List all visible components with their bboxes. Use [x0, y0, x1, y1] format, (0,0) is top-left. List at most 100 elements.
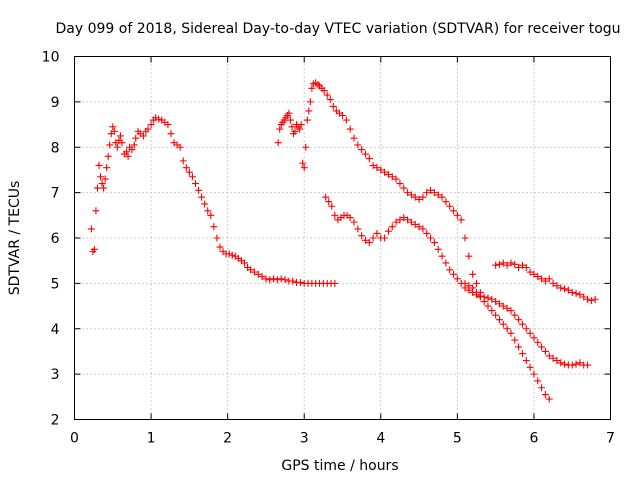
data-point [396, 180, 404, 188]
data-point [572, 360, 580, 368]
data-point [553, 282, 561, 290]
x-tick-label: 0 [70, 431, 79, 447]
data-point [188, 173, 196, 181]
data-point [323, 91, 331, 99]
data-point [492, 311, 500, 319]
data-point [325, 198, 333, 206]
data-point [369, 234, 377, 242]
data-point [361, 236, 369, 244]
data-point [331, 211, 339, 219]
data-point [377, 166, 385, 174]
data-point [124, 152, 132, 160]
data-point [568, 288, 576, 296]
data-point [93, 184, 101, 192]
data-point [195, 186, 203, 194]
data-point [225, 250, 233, 258]
data-point [179, 157, 187, 165]
data-point [392, 218, 400, 226]
data-point [285, 109, 293, 117]
data-point [518, 320, 526, 328]
data-point [95, 161, 103, 169]
data-point [511, 336, 519, 344]
data-point [576, 359, 584, 367]
data-point [210, 223, 218, 231]
data-point [538, 343, 546, 351]
data-point [465, 282, 473, 290]
data-point [152, 114, 160, 122]
data-point [584, 295, 592, 303]
data-point [541, 391, 549, 399]
data-point [342, 116, 350, 124]
data-point [198, 193, 206, 201]
data-point [101, 175, 109, 183]
data-point [281, 276, 289, 284]
data-point [511, 311, 519, 319]
x-tick-label: 5 [453, 431, 462, 447]
data-point [361, 150, 369, 158]
data-point [450, 270, 458, 278]
data-point [557, 284, 565, 292]
data-point [270, 275, 278, 283]
data-points [87, 79, 599, 403]
axis-ticks: 0 1 2 3 4 5 6 7 2 3 4 5 6 7 8 9 10 [42, 50, 615, 447]
data-point [384, 170, 392, 178]
data-point [488, 307, 496, 315]
data-point [365, 239, 373, 247]
data-point [87, 225, 95, 233]
data-point [530, 370, 538, 378]
x-axis-label: GPS time / hours [281, 458, 398, 474]
data-point [480, 298, 488, 306]
data-point [164, 121, 172, 129]
data-point [534, 273, 542, 281]
data-point [392, 175, 400, 183]
data-point [404, 216, 412, 224]
data-point [526, 363, 534, 371]
data-point [240, 259, 248, 267]
data-point [276, 125, 284, 133]
data-point [404, 189, 412, 197]
data-point [116, 132, 124, 140]
data-point [118, 139, 126, 147]
data-point [507, 329, 515, 337]
data-point [291, 127, 299, 135]
data-point [373, 229, 381, 237]
data-point [346, 214, 354, 222]
data-point [549, 279, 557, 287]
data-point [557, 359, 565, 367]
data-point [322, 193, 330, 201]
data-point [191, 180, 199, 188]
data-point [545, 352, 553, 360]
data-point [591, 295, 599, 303]
data-point [534, 377, 542, 385]
data-point [354, 225, 362, 233]
data-point [204, 207, 212, 215]
data-point [300, 164, 308, 172]
data-point [250, 268, 258, 276]
data-point [176, 143, 184, 151]
data-point [576, 291, 584, 299]
data-point [201, 200, 209, 208]
data-point [522, 263, 530, 271]
data-point [507, 307, 515, 315]
data-point [461, 279, 469, 287]
data-point [427, 234, 435, 242]
data-point [411, 193, 419, 201]
data-point [488, 295, 496, 303]
data-point [314, 81, 322, 89]
data-point [423, 189, 431, 197]
data-point [388, 223, 396, 231]
series-arc-3 [322, 193, 592, 369]
data-point [545, 275, 553, 283]
data-point [473, 288, 480, 296]
data-point [388, 173, 396, 181]
data-point [339, 111, 346, 119]
data-point [182, 164, 190, 172]
series-arc-4 [461, 279, 553, 403]
data-point [354, 141, 362, 149]
data-point [350, 218, 358, 226]
data-point [384, 227, 392, 235]
data-point [262, 275, 270, 283]
data-point [534, 338, 542, 346]
data-point [286, 116, 294, 124]
plot-frame [74, 56, 611, 420]
